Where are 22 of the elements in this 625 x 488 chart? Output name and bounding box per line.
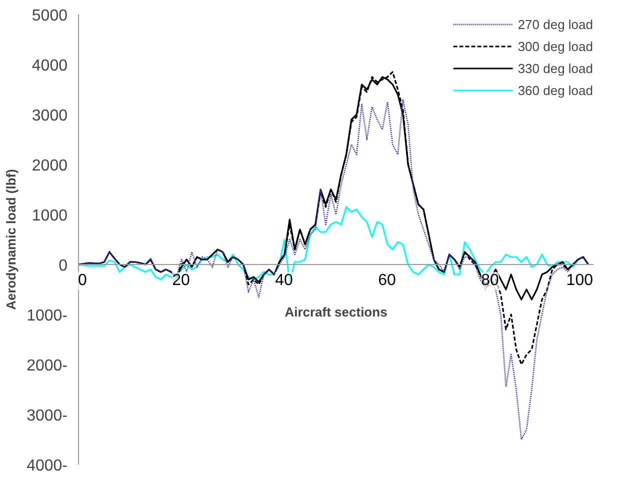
x-tick-label: 60 [378,272,396,290]
y-tick-label: 3000 [32,108,68,124]
x-tick-label: 20 [172,272,190,290]
y-tick-label: 3000- [26,408,68,424]
x-tick-label: 0 [78,272,87,290]
legend-label: 360 deg load [518,82,593,98]
y-tick-label: 0 [58,258,68,274]
y-tick-label: 4000- [26,458,68,474]
x-tick-label: 40 [275,272,293,290]
y-tick-label: 2000 [32,158,68,174]
y-tick-label: 4000 [32,58,68,74]
y-tick-label: 1000 [32,208,68,224]
legend-label: 300 deg load [518,38,593,54]
legend-label: 270 deg load [518,16,593,32]
y-tick-label: 2000- [26,358,68,374]
y-tick-label: 1000- [26,308,68,324]
y-axis-title: Aerodynamic load (lbf) [4,169,19,310]
y-tick-label: 5000 [32,8,68,24]
x-axis-title: Aircraft sections [284,304,388,320]
x-tick-label: 100 [566,272,593,290]
legend-label: 330 deg load [518,60,593,76]
x-tick-label: 80 [481,272,499,290]
